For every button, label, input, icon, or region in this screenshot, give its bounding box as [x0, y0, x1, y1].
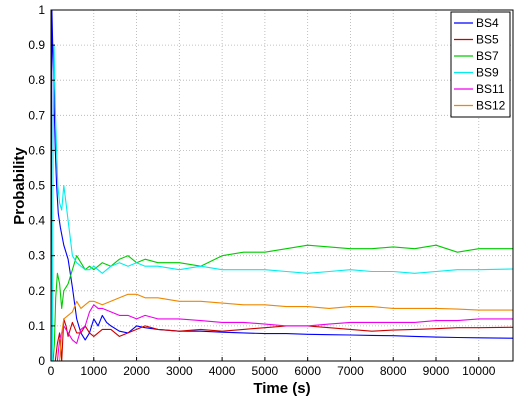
y-tick-label: 0.1	[28, 319, 45, 333]
x-tick-label: 6000	[294, 364, 321, 378]
legend-label-bs11: BS11	[476, 82, 505, 96]
series-line-bs9	[51, 44, 514, 362]
x-tick-label: 9000	[423, 364, 450, 378]
y-tick-label: 0	[38, 354, 45, 368]
y-tick-label: 0.9	[28, 38, 45, 52]
legend-label-bs9: BS9	[476, 66, 499, 80]
x-tick-label: 8000	[380, 364, 407, 378]
series-line-bs12	[51, 293, 513, 362]
y-tick-label: 0.4	[28, 214, 45, 228]
series-line-bs5	[51, 318, 514, 362]
y-tick-label: 0.8	[28, 73, 45, 87]
legend-label-bs7: BS7	[476, 49, 499, 63]
legend-box	[450, 11, 511, 118]
ticks: 0 1000 2000 3000 4000 5000 6000 7000 8000 9000 100…	[28, 3, 495, 378]
y-tick-label: 1	[38, 3, 45, 17]
x-tick-label: 3000	[166, 364, 193, 378]
x-tick-label: 2000	[123, 364, 150, 378]
x-tick-label: 7000	[337, 364, 364, 378]
y-tick-label: 0.2	[28, 284, 45, 298]
series-group	[50, 9, 514, 362]
legend-label-bs5: BS5	[476, 33, 499, 47]
y-tick-label: 0.3	[28, 249, 45, 263]
x-tick-label: 5000	[252, 364, 279, 378]
x-tick-label: 4000	[209, 364, 236, 378]
y-axis-title: Probability	[11, 147, 28, 225]
series-line-bs11	[51, 304, 513, 362]
legend-label-bs12: BS12	[476, 99, 506, 113]
y-tick-label: 0.7	[28, 108, 45, 122]
y-tick-label: 0.6	[28, 143, 45, 157]
series-line-bs7	[51, 244, 513, 362]
x-tick-label: 10000	[462, 364, 496, 378]
x-tick-label: 1000	[80, 364, 107, 378]
legend: BS4 BS5 BS7 BS9 BS11 BS12	[450, 11, 511, 118]
x-tick-label: 0	[48, 364, 55, 378]
series-line-bs4	[50, 9, 514, 362]
y-tick-label: 0.5	[28, 179, 45, 193]
x-axis-title: Time (s)	[253, 380, 310, 397]
legend-label-bs4: BS4	[476, 16, 499, 30]
